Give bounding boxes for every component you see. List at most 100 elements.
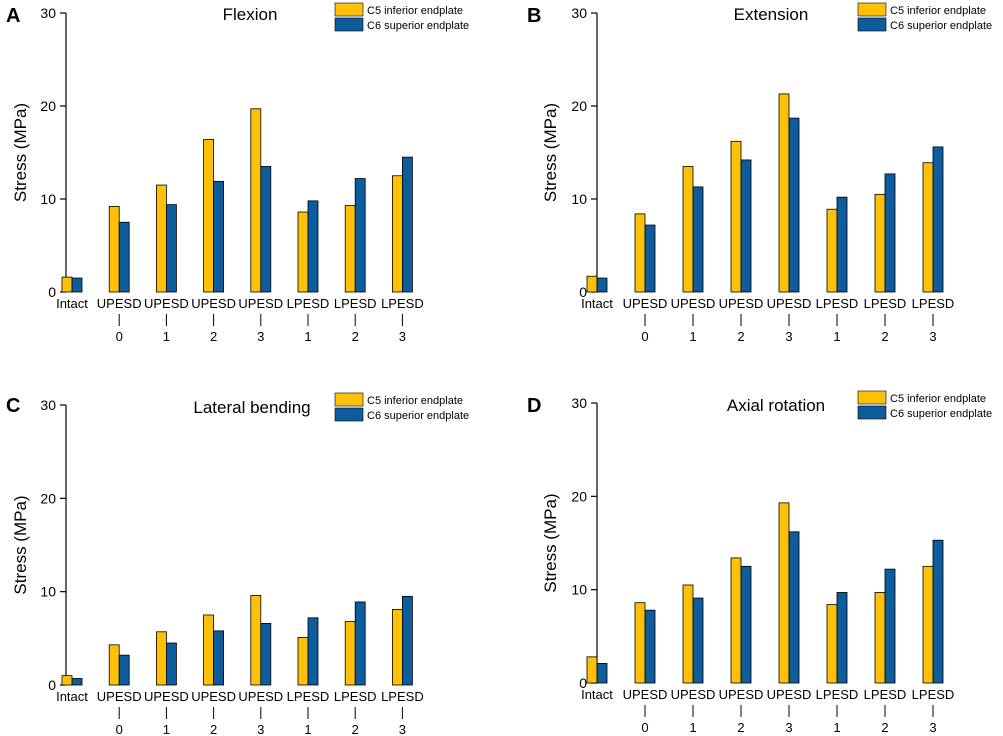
legend-swatch-c6: [857, 405, 887, 420]
bar-c5: [634, 602, 646, 684]
chart-panel-a: A Flexion 0 10 20 30 Stress (MPa) Intact UPESD 0 U…: [6, 2, 469, 344]
bar-c5: [922, 565, 934, 684]
chart-title: Flexion: [223, 5, 278, 24]
x-category-label: UPESD: [671, 296, 716, 311]
x-category-sublabel: 2: [210, 329, 217, 344]
bar-c6: [740, 159, 752, 293]
y-tick-label: 30: [571, 395, 587, 411]
bar-c5: [61, 276, 73, 293]
x-category-sublabel: 2: [881, 720, 888, 735]
bar-c6: [165, 204, 177, 293]
x-category-label: LPESD: [816, 296, 859, 311]
bar-c6: [836, 592, 848, 684]
x-category-sublabel: 1: [304, 329, 311, 344]
legend-label: C5 inferior endplate: [367, 395, 463, 407]
bar-c6: [118, 654, 130, 686]
bar-c5: [634, 213, 646, 293]
legend-label: C6 superior endplate: [890, 20, 992, 32]
bar-c5: [203, 139, 215, 293]
bar-c5: [391, 609, 403, 686]
chart-title: Axial rotation: [727, 396, 825, 415]
bar-c6: [118, 221, 130, 293]
legend-label: C6 superior endplate: [890, 408, 992, 420]
bar-c6: [788, 117, 800, 293]
x-category-label: UPESD: [623, 296, 668, 311]
x-category-label: LPESD: [334, 296, 377, 311]
x-category-label: LPESD: [816, 687, 859, 702]
x-category-label: UPESD: [97, 689, 142, 704]
x-category-sublabel: 3: [785, 720, 792, 735]
bar-c6: [788, 531, 800, 684]
y-axis-label: Stress (MPa): [11, 103, 30, 202]
legend-swatch-c6: [857, 17, 887, 32]
y-tick-label: 10: [40, 584, 56, 600]
y-tick-label: 10: [40, 191, 56, 207]
x-category-sublabel: 0: [116, 329, 123, 344]
bar-c5: [108, 206, 120, 293]
bar-c5: [203, 614, 215, 686]
y-tick-label: 10: [571, 582, 587, 598]
x-category-label: UPESD: [191, 296, 236, 311]
x-category-label: UPESD: [238, 296, 283, 311]
x-category-sublabel: 1: [833, 329, 840, 344]
x-category-sublabel: 1: [163, 722, 170, 736]
bar-c5: [826, 604, 838, 684]
bar-c5: [778, 93, 790, 293]
bar-c6: [401, 156, 413, 293]
x-category-sublabel: 3: [929, 720, 936, 735]
x-category-sublabel: 1: [833, 720, 840, 735]
y-tick-label: 0: [48, 284, 56, 300]
legend-label: C5 inferior endplate: [890, 393, 986, 405]
bar-c6: [354, 178, 366, 293]
x-category-label: UPESD: [767, 296, 812, 311]
bar-c6: [307, 617, 319, 686]
x-category-sublabel: 2: [210, 722, 217, 736]
bar-c5: [730, 557, 742, 684]
x-category-sublabel: 2: [737, 720, 744, 735]
panel-letter: B: [527, 5, 541, 27]
legend-label: C5 inferior endplate: [367, 5, 463, 17]
x-category-sublabel: 0: [641, 329, 648, 344]
x-category-label: UPESD: [144, 689, 189, 704]
x-category-sublabel: 1: [163, 329, 170, 344]
bar-c6: [692, 186, 704, 293]
bar-c6: [401, 595, 413, 686]
bar-c5: [682, 584, 694, 684]
y-tick-label: 10: [571, 191, 587, 207]
bar-c5: [778, 502, 790, 684]
x-category-label: LPESD: [334, 689, 377, 704]
bar-c6: [596, 663, 608, 684]
x-category-sublabel: 2: [352, 329, 359, 344]
bar-c6: [836, 196, 848, 293]
bar-c6: [71, 678, 83, 686]
bar-c6: [884, 568, 896, 684]
x-category-sublabel: 3: [257, 329, 264, 344]
bar-c6: [354, 601, 366, 686]
x-category-label: LPESD: [864, 296, 907, 311]
y-tick-label: 30: [571, 5, 587, 21]
x-category-label: Intact: [56, 296, 88, 311]
legend-swatch-c6: [334, 17, 364, 32]
x-category-label: UPESD: [767, 687, 812, 702]
bar-c5: [344, 205, 356, 293]
bar-c5: [586, 656, 598, 684]
bar-c5: [61, 675, 73, 686]
x-category-sublabel: 1: [304, 722, 311, 736]
bar-c6: [596, 277, 608, 293]
bar-c6: [884, 173, 896, 293]
y-tick-label: 30: [40, 397, 56, 413]
y-tick-label: 0: [579, 675, 587, 691]
y-tick-label: 20: [571, 488, 587, 504]
bar-c5: [586, 275, 598, 293]
x-category-label: UPESD: [97, 296, 142, 311]
bar-c5: [250, 108, 262, 293]
y-axis-label: Stress (MPa): [541, 493, 560, 592]
x-category-label: UPESD: [719, 687, 764, 702]
y-tick-label: 20: [40, 98, 56, 114]
y-axis-label: Stress (MPa): [11, 495, 30, 594]
bar-c6: [71, 277, 83, 293]
x-category-label: UPESD: [623, 687, 668, 702]
bar-c5: [730, 140, 742, 293]
bar-c5: [250, 595, 262, 686]
